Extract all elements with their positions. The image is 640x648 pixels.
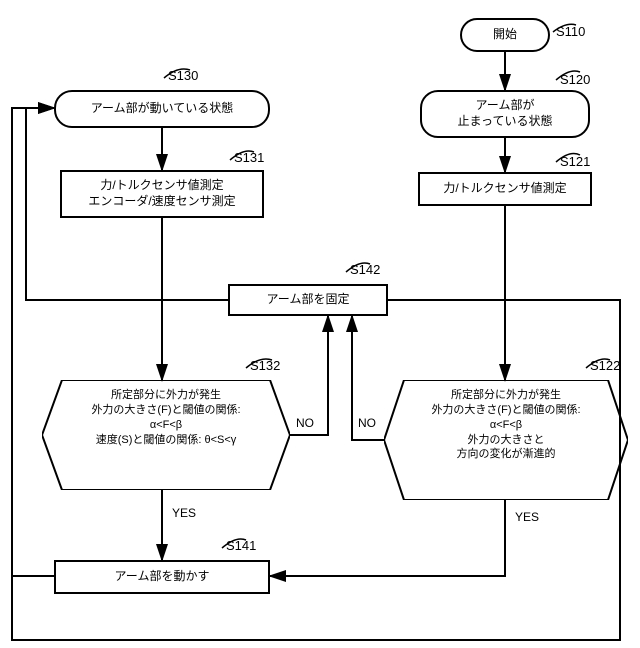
node-arm-moving: アーム部が動いている状態 [54,90,270,128]
step-label-s142: S142 [350,262,380,277]
step-label-s132: S132 [250,358,280,373]
node-text: 力/トルクセンサ値測定 [443,181,566,197]
node-sensor-measure-left: 力/トルクセンサ値測定 エンコーダ/速度センサ測定 [60,170,264,218]
line: α<F<β [62,418,270,433]
node-text: アーム部を動かす [115,569,210,585]
step-label-s110: S110 [556,24,585,39]
step-label-s120: S120 [560,72,590,87]
node-text: 力/トルクセンサ値測定 [100,178,223,194]
line: α<F<β [404,418,608,433]
node-text: アーム部が動いている状態 [91,101,234,117]
line: 外力の大きさ(F)と閾値の関係: [62,403,270,418]
line: 方向の変化が漸進的 [404,447,608,462]
step-label-s141: S141 [226,538,256,553]
step-label-s130: S130 [168,68,198,83]
line: 速度(S)と閾値の関係: θ<S<γ [62,433,270,448]
edge-label: YES [515,510,539,524]
line: 外力の大きさ(F)と閾値の関係: [404,403,608,418]
node-text: エンコーダ/速度センサ測定 [88,194,235,210]
line: 所定部分に外力が発生 [62,388,270,403]
node-text: 止まっている状態 [458,114,553,130]
node-fix-arm: アーム部を固定 [228,284,388,316]
node-move-arm: アーム部を動かす [54,560,270,594]
step-label-s131: S131 [234,150,264,165]
edge-label: NO [358,416,376,430]
line: 外力の大きさと [404,433,608,448]
node-start: 開始 [460,18,550,52]
decision-s122: 所定部分に外力が発生 外力の大きさ(F)と閾値の関係: α<F<β 外力の大きさ… [384,380,628,500]
node-text: アーム部を固定 [267,292,350,308]
decision-s132: 所定部分に外力が発生 外力の大きさ(F)と閾値の関係: α<F<β 速度(S)と… [42,380,290,490]
node-text: 開始 [493,27,517,43]
node-text: アーム部が [476,98,535,114]
edge-label: YES [172,506,196,520]
decision-text: 所定部分に外力が発生 外力の大きさ(F)と閾値の関係: α<F<β 速度(S)と… [42,380,290,455]
decision-text: 所定部分に外力が発生 外力の大きさ(F)と閾値の関係: α<F<β 外力の大きさ… [384,380,628,470]
step-label-s122: S122 [590,358,620,373]
node-arm-stopped: アーム部が 止まっている状態 [420,90,590,138]
node-sensor-measure-right: 力/トルクセンサ値測定 [418,172,592,206]
step-label-s121: S121 [560,154,590,169]
line: 所定部分に外力が発生 [404,388,608,403]
edge-label: NO [296,416,314,430]
